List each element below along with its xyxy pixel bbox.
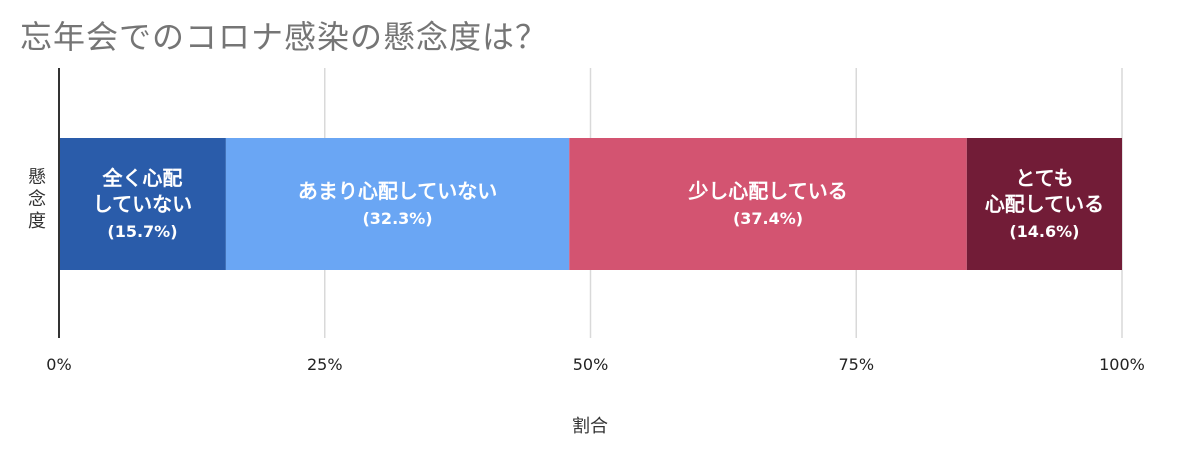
bar-segment-group: あまり心配していない (32.3%) [225,138,570,270]
segment-label: していない [93,192,192,216]
x-tick-labels: 0% 25% 50% 75% 100% [46,355,1145,374]
x-tick-label: 50% [573,355,609,374]
bar-segment [225,138,570,270]
x-tick-label: 100% [1099,355,1145,374]
chart-title: 忘年会でのコロナ感染の懸念度は？ [20,18,549,56]
segment-value-label: (37.4%) [733,209,803,228]
x-tick-label: 75% [838,355,874,374]
bar-segment [569,138,967,270]
segment-value-label: (14.6%) [1009,222,1079,241]
bar-segment [59,138,226,270]
segment-label: とても [1015,166,1073,190]
segment-label: 少し心配している [687,179,847,203]
segment-value-label: (32.3%) [362,209,432,228]
bar-segment [966,138,1122,270]
x-tick-label: 25% [307,355,343,374]
x-tick-label: 0% [46,355,71,374]
segment-label: 全く心配 [101,166,182,190]
segment-label: あまり心配していない [298,179,497,203]
y-axis-title: 懸念度 [28,167,46,232]
x-axis-title: 割合 [572,416,608,437]
segment-label: 心配している [985,192,1104,216]
segment-value-label: (15.7%) [107,222,177,241]
bar-segment-group: 少し心配している (37.4%) [569,138,967,270]
